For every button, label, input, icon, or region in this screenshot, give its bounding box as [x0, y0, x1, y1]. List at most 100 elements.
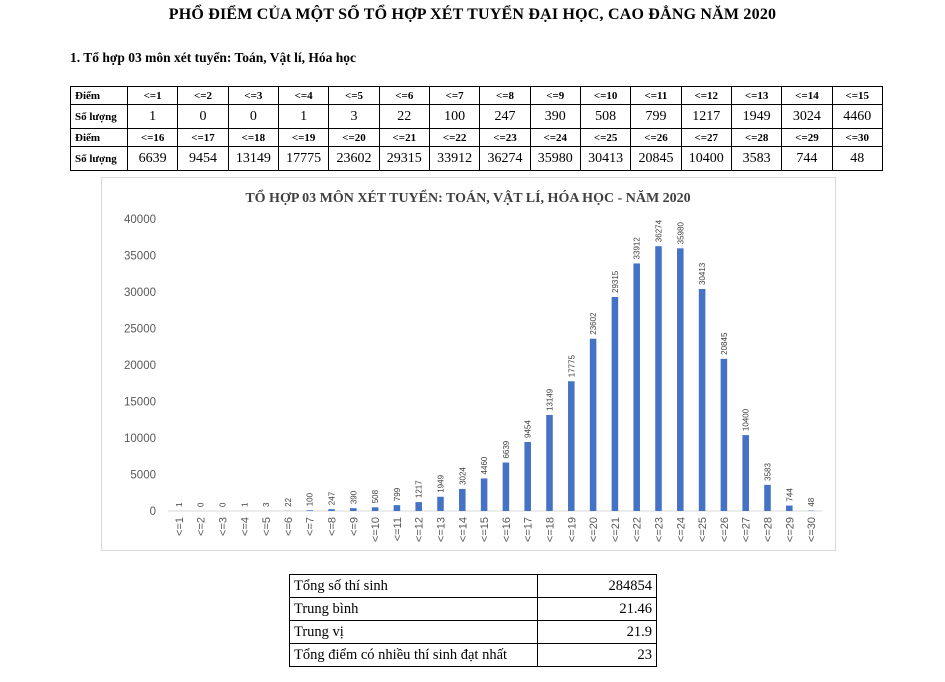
x-tick-label: <=15: [479, 517, 491, 542]
count-cell: 508: [579, 104, 632, 129]
chart-title: TỔ HỢP 03 MÔN XÉT TUYỂN: TOÁN, VẬT LÍ, H…: [245, 188, 690, 206]
y-tick-label: 10000: [124, 433, 156, 445]
x-tick-label: <=10: [370, 517, 382, 542]
score-bin-cell: <=29: [781, 128, 833, 147]
count-cell: 100: [428, 104, 481, 129]
data-label: 0: [219, 502, 228, 507]
data-label: 1: [240, 502, 249, 507]
x-axis: <=1 <=2 <=3 <=4 <=5 <=6 <=7 <=8 <=9 <=10 <=11 <=12 <…: [168, 510, 822, 542]
score-bin-cell: <=10: [579, 86, 632, 105]
score-bin-cell: <=8: [479, 86, 531, 105]
x-tick-label: <=8: [327, 517, 339, 536]
y-tick-label: 25000: [124, 324, 156, 336]
data-label: 29315: [611, 270, 620, 293]
section-heading: 1. Tổ hợp 03 môn xét tuyển: Toán, Vật lí…: [70, 50, 357, 65]
x-tick-label: <=7: [305, 517, 317, 536]
score-bin-cell: <=24: [529, 128, 581, 147]
score-bin-cell: <=11: [630, 86, 682, 105]
summary-stats-table: Tổng số thí sinh 284854 Trung bình 21.46 Tru…: [289, 574, 657, 667]
bar: [655, 246, 662, 511]
bar: [371, 507, 379, 511]
x-tick-label: <=11: [392, 517, 404, 541]
score-bin-cell: <=9: [529, 86, 581, 105]
data-label: 3: [262, 502, 271, 507]
x-tick-label: <=26: [719, 517, 731, 542]
bar: [328, 509, 335, 511]
x-tick-label: <=13: [436, 517, 448, 542]
data-label: 100: [306, 492, 315, 506]
count-cell: 9454: [177, 146, 229, 171]
count-cell: 30413: [579, 146, 632, 171]
y-tick-label: 30000: [124, 287, 156, 299]
bar: [589, 338, 597, 511]
count-row: Số lượng 6639 9454 13149 17775 23602 29315 3391…: [70, 146, 883, 171]
data-label: 799: [393, 487, 402, 501]
x-tick-label: <=14: [457, 517, 469, 542]
data-label: 22: [284, 497, 293, 506]
count-cell: 744: [781, 146, 833, 171]
data-label: 1: [175, 502, 184, 507]
score-bin-cell: <=4: [277, 86, 330, 105]
score-chart: TỔ HỢP 03 MÔN XÉT TUYỂN: TOÁN, VẬT LÍ, H…: [101, 177, 836, 551]
bar: [437, 496, 444, 511]
data-label: 3024: [458, 467, 467, 485]
data-label: 36274: [655, 219, 664, 242]
x-tick-label: <=28: [763, 517, 775, 542]
score-bin-cell: <=22: [428, 128, 481, 147]
count-cell: 1: [277, 104, 330, 129]
x-tick-label: <=4: [239, 517, 251, 536]
data-label: 20845: [720, 332, 729, 355]
x-tick-label: <=29: [784, 517, 796, 542]
count-cell: 33912: [428, 146, 481, 171]
data-label: 508: [371, 489, 380, 503]
data-label: 10400: [742, 408, 751, 431]
count-cell: 0: [177, 104, 229, 129]
data-label: 6639: [502, 440, 511, 458]
score-distribution-table: Điểm <=1 <=2 <=3 <=4 <=5 <=6 <=7 <=8 <=9 <=10 <=11 <…: [70, 86, 883, 171]
data-label: 17775: [567, 354, 576, 377]
y-tick-label: 15000: [124, 397, 156, 409]
data-label: 390: [349, 490, 358, 504]
data-label: 247: [328, 491, 337, 505]
y-axis: 0 5000 10000 15000 20000 25000 30000 35000 40000: [124, 214, 156, 518]
score-bin-cell: <=23: [479, 128, 531, 147]
count-cell: 10400: [680, 146, 732, 171]
x-tick-label: <=22: [632, 517, 644, 542]
score-row-label: Điểm: [70, 128, 128, 147]
x-tick-label: <=18: [545, 517, 557, 542]
score-bin-cell: <=19: [277, 128, 330, 147]
score-chart-svg: TỔ HỢP 03 MÔN XÉT TUYỂN: TOÁN, VẬT LÍ, H…: [124, 188, 822, 542]
bar: [677, 248, 684, 511]
score-bin-cell: <=7: [428, 86, 481, 105]
data-label: 23602: [589, 312, 598, 335]
data-label: 3583: [764, 462, 773, 480]
count-row-label: Số lượng: [70, 104, 128, 129]
count-row-label: Số lượng: [70, 146, 128, 171]
score-bin-cell: <=30: [831, 128, 883, 147]
stats-row: Trung vị 21.9: [289, 620, 657, 644]
data-label: 744: [785, 488, 794, 502]
data-label: 9454: [524, 420, 533, 438]
bar: [742, 435, 749, 511]
count-cell: 4460: [831, 104, 883, 129]
count-cell: 29315: [378, 146, 430, 171]
score-header-row: Điểm <=16 <=17 <=18 <=19 <=20 <=21 <=22 <=23 <=24…: [70, 128, 883, 147]
score-bin-cell: <=28: [730, 128, 783, 147]
score-bin-cell: <=26: [630, 128, 682, 147]
bar: [524, 441, 531, 511]
score-bin-cell: <=12: [680, 86, 732, 105]
count-cell: 20845: [630, 146, 682, 171]
score-bin-cell: <=5: [328, 86, 380, 105]
stats-label: Trung vị: [289, 620, 538, 644]
stats-value: 21.9: [537, 620, 657, 644]
count-cell: 799: [630, 104, 682, 129]
count-cell: 1217: [680, 104, 732, 129]
bar: [480, 478, 488, 511]
y-tick-label: 0: [150, 506, 156, 518]
count-cell: 247: [479, 104, 531, 129]
count-cell: 36274: [479, 146, 531, 171]
x-tick-label: <=19: [566, 517, 578, 542]
score-bin-cell: <=25: [579, 128, 632, 147]
x-tick-label: <=16: [501, 517, 513, 542]
bar: [502, 462, 510, 511]
